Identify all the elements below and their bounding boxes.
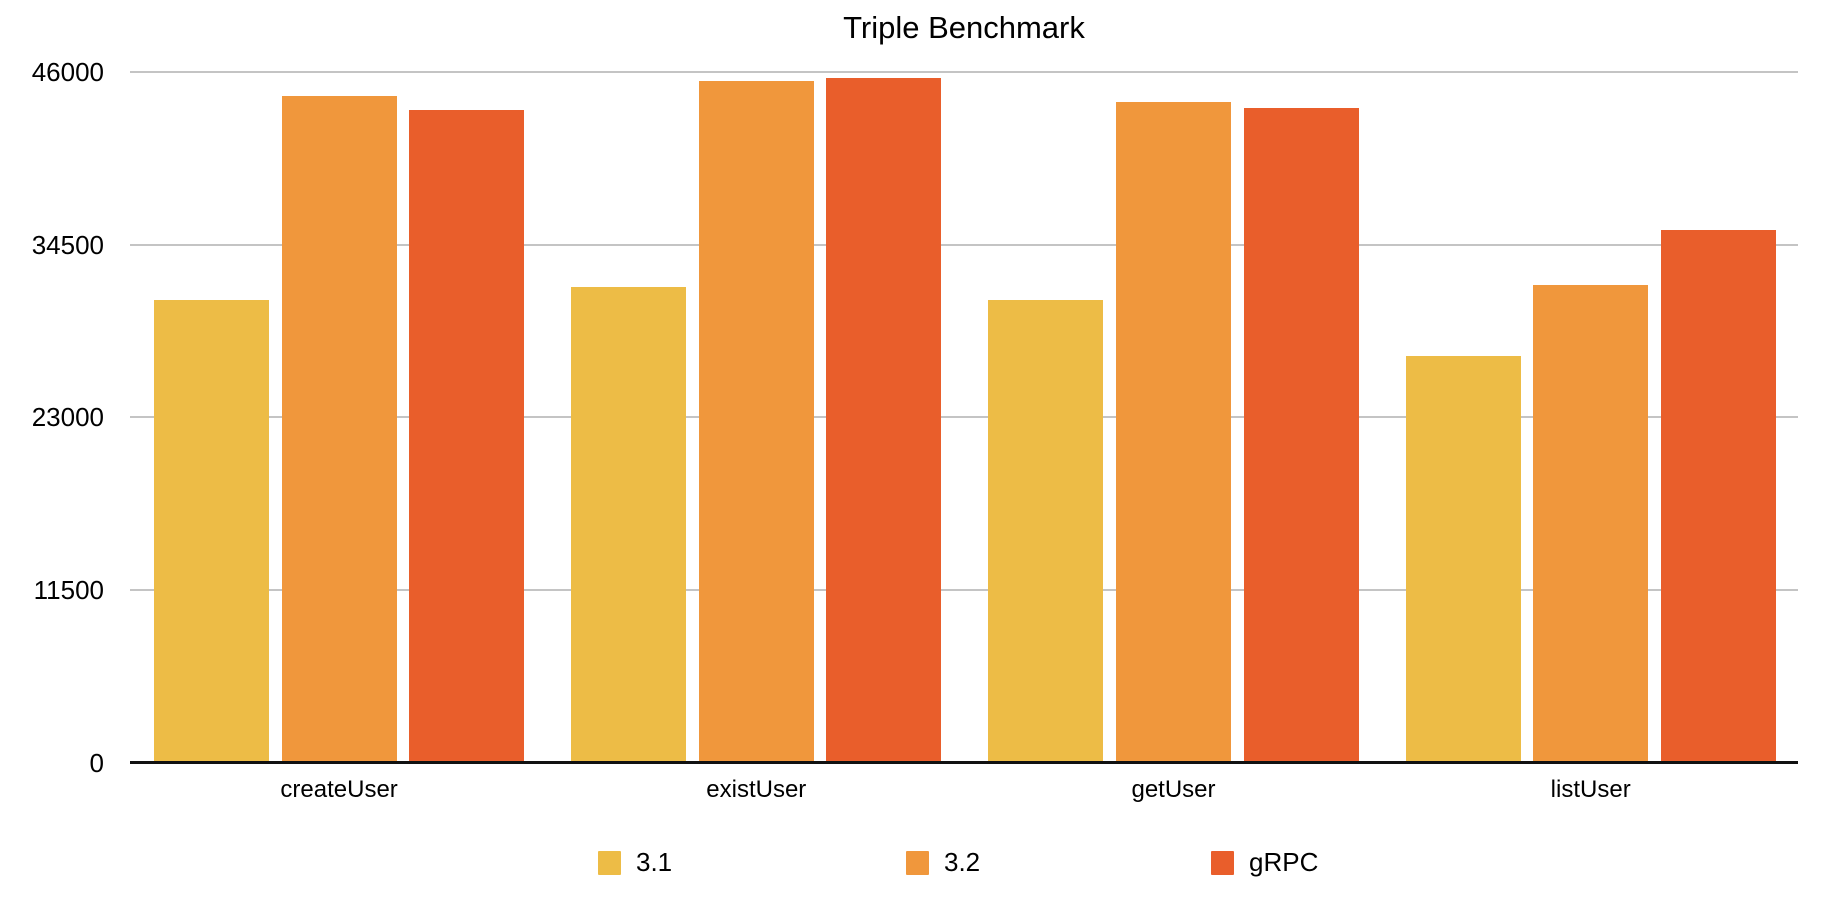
legend-label-gRPC: gRPC (1249, 847, 1319, 877)
legend-label-3.1: 3.1 (636, 847, 673, 877)
ytick-label-11500: 11500 (33, 574, 104, 605)
bar-existUser-3.1 (571, 286, 687, 763)
category-label-createUser: createUser (280, 776, 398, 803)
legend-item-3.2: 3.2 (906, 847, 980, 878)
gridline-23000 (130, 416, 1798, 419)
bar-listUser-3.1 (1405, 355, 1521, 763)
category-label-listUser: listUser (1550, 776, 1631, 803)
bar-createUser-3.1 (154, 300, 269, 763)
bar-listUser-gRPC (1660, 229, 1776, 763)
gridline-46000 (130, 71, 1798, 73)
legend-swatch-3.1 (598, 850, 621, 875)
bar-createUser-gRPC (409, 109, 525, 763)
bar-getUser-gRPC (1243, 108, 1359, 763)
legend-swatch-gRPC (1211, 850, 1234, 875)
bar-existUser-gRPC (826, 78, 942, 763)
bar-listUser-3.2 (1533, 285, 1649, 763)
ytick-label-46000: 46000 (31, 57, 104, 87)
ytick-label-0: 0 (89, 747, 104, 778)
legend-item-gRPC: gRPC (1211, 847, 1318, 878)
x-axis-line (130, 761, 1798, 764)
ytick-label-34500: 34500 (31, 229, 104, 260)
bar-existUser-3.2 (698, 81, 814, 763)
gridline-11500 (130, 588, 1798, 591)
bar-getUser-3.2 (1116, 102, 1231, 763)
chart-title: Triple Benchmark (843, 10, 1085, 45)
legend-item-3.1: 3.1 (598, 847, 672, 878)
ytick-label-23000: 23000 (31, 402, 104, 433)
category-label-getUser: getUser (1131, 776, 1216, 803)
gridline-34500 (130, 243, 1798, 246)
category-label-existUser: existUser (706, 776, 807, 803)
legend-swatch-3.2 (906, 850, 929, 875)
bar-getUser-3.1 (988, 300, 1104, 763)
bar-createUser-3.2 (281, 96, 397, 763)
legend-label-3.2: 3.2 (944, 847, 981, 877)
